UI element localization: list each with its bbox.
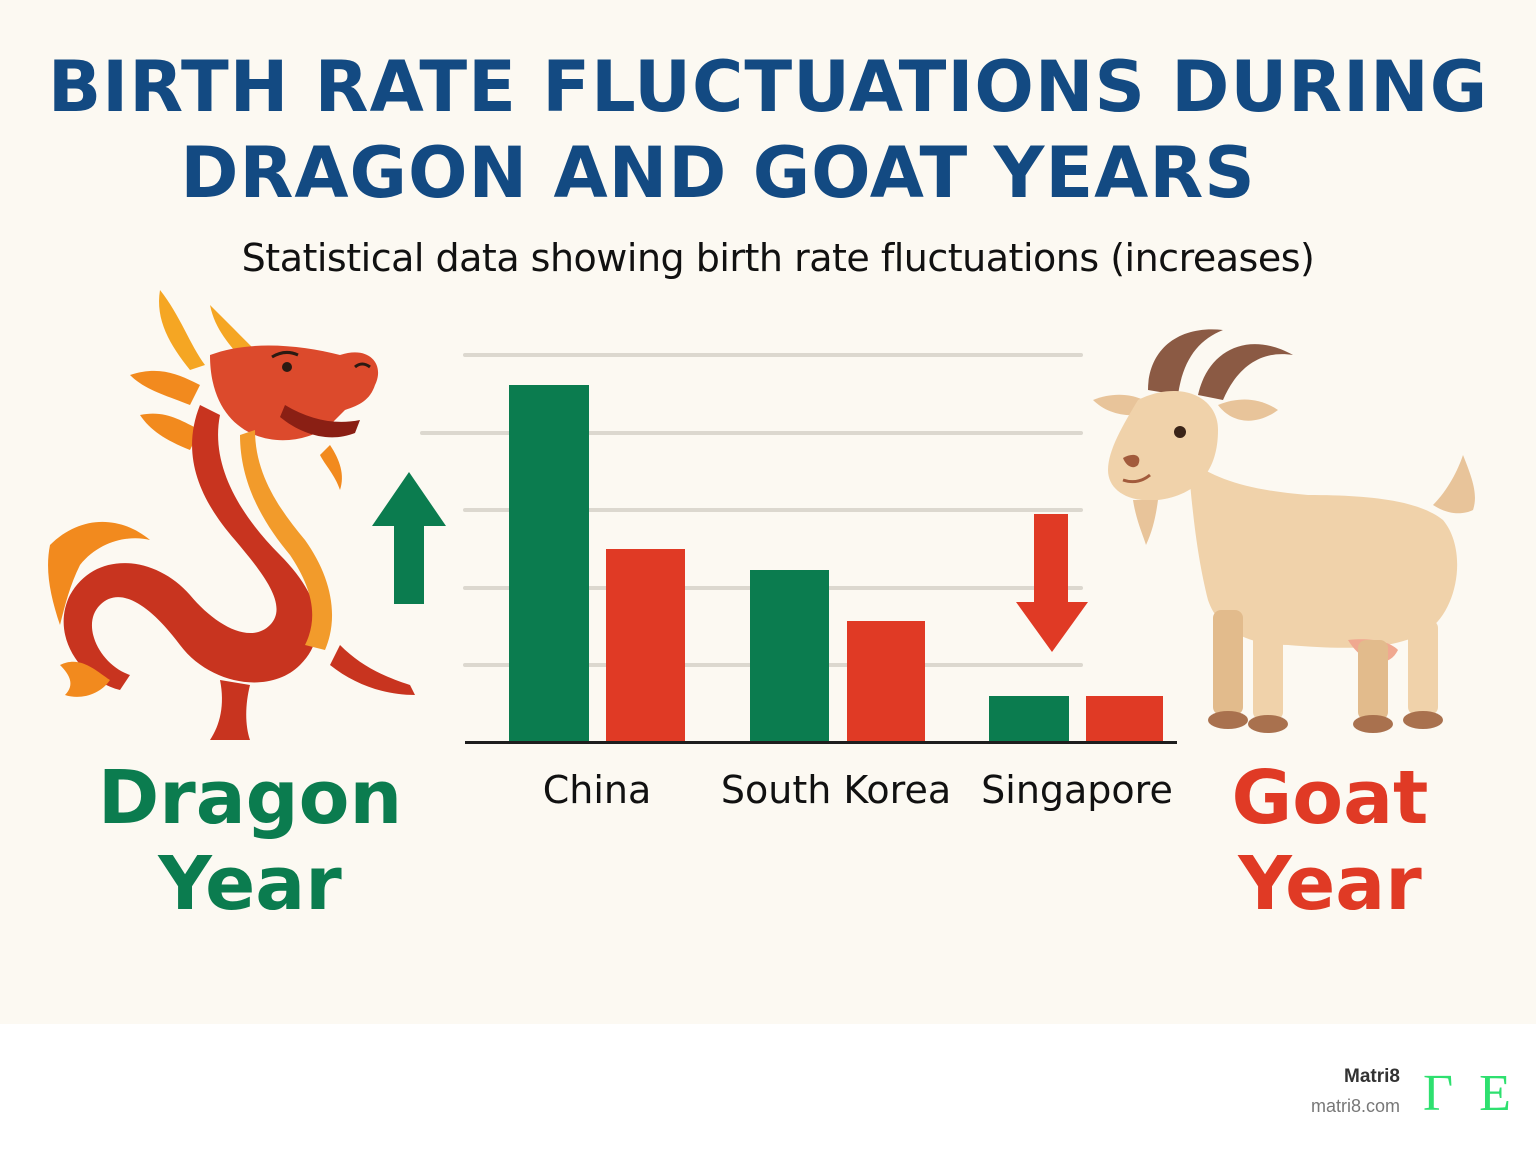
x-axis xyxy=(465,741,1177,744)
arrow-up-icon xyxy=(372,472,446,604)
goat-year-label-line1: Goat xyxy=(1231,755,1429,841)
x-label-singapore: Singapore xyxy=(981,768,1173,812)
dragon-year-label-line2: Year xyxy=(158,841,342,927)
subtitle: Statistical data showing birth rate fluc… xyxy=(241,236,1315,280)
infographic-canvas: BIRTH RATE FLUCTUATIONS DURING DRAGON AN… xyxy=(0,0,1536,1024)
dragon-year-label-line1: Dragon xyxy=(97,755,403,841)
bar-south-korea-goat xyxy=(847,621,925,742)
brand-block: Matri8 matri8.com xyxy=(1311,1066,1400,1117)
goat-year-label-line2: Year xyxy=(1238,841,1422,927)
bar-china-dragon xyxy=(509,385,589,742)
goat-year-label: Goat Year xyxy=(1170,755,1490,927)
arrow-down-icon xyxy=(1016,514,1088,652)
bar-china-goat xyxy=(606,549,685,742)
x-label-south-korea: South Korea xyxy=(720,768,952,812)
x-label-china: China xyxy=(542,768,652,812)
gridline xyxy=(420,431,1083,435)
brand-logo-icon: ΓΕ xyxy=(1423,1065,1536,1122)
bar-singapore-dragon xyxy=(989,696,1069,742)
bar-south-korea-dragon xyxy=(750,570,829,742)
brand-name: Matri8 xyxy=(1344,1066,1400,1087)
gridline xyxy=(463,508,1083,512)
bar-singapore-goat xyxy=(1086,696,1163,742)
goat-icon xyxy=(1093,329,1475,733)
brand-url[interactable]: matri8.com xyxy=(1310,1096,1400,1116)
dragon-icon xyxy=(48,290,415,740)
gridline xyxy=(463,353,1083,357)
page-title-line1: BIRTH RATE FLUCTUATIONS DURING xyxy=(47,46,1489,128)
dragon-year-label: Dragon Year xyxy=(70,755,430,927)
page-title-line2: DRAGON AND GOAT YEARS xyxy=(180,132,1256,214)
